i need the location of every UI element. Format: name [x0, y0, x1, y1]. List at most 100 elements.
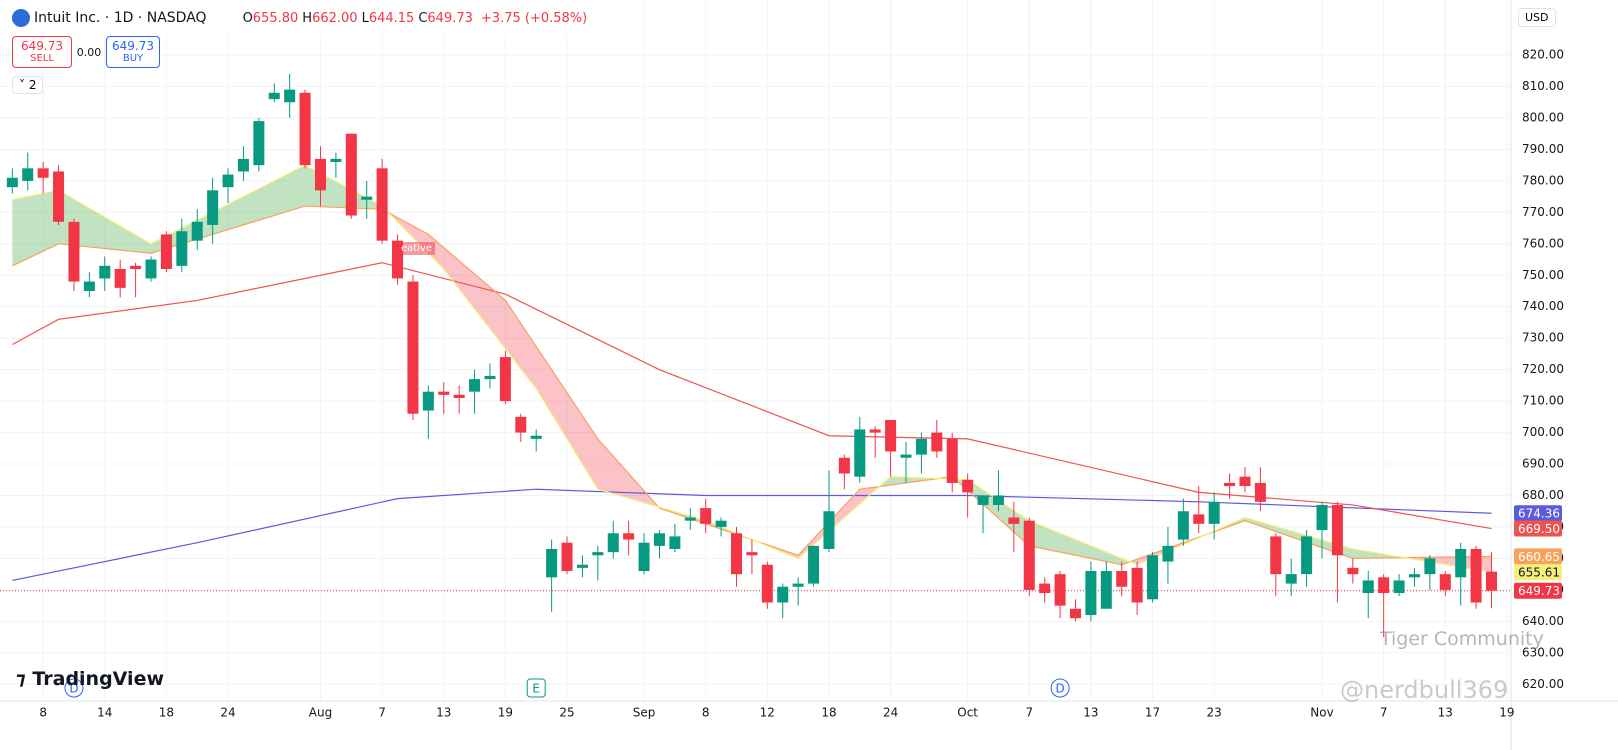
cloud [1275, 526, 1292, 537]
cloud [536, 346, 552, 414]
candle-body [1347, 567, 1359, 575]
candle-body [869, 429, 881, 433]
x-tick-label: 13 [436, 706, 451, 720]
ohlc-key: C [418, 10, 428, 26]
candle-body [669, 536, 681, 549]
x-tick-label: Aug [309, 706, 332, 720]
ohlc-value: 649.73 [427, 10, 473, 26]
candle-body [1177, 511, 1189, 540]
candle-body [6, 177, 18, 188]
candle-body [530, 435, 542, 439]
candle-body [1393, 580, 1405, 594]
change: +3.75 (+0.58%) [480, 10, 588, 26]
ohlc-key: L [361, 10, 369, 26]
logo-text: TradingView [32, 668, 165, 690]
candle-body [1008, 517, 1020, 524]
candle-body [777, 586, 789, 603]
candle-body [37, 168, 49, 178]
x-tick-label: 24 [883, 706, 898, 720]
x-tick-label: 24 [220, 706, 235, 720]
x-tick-label: Oct [957, 706, 978, 720]
indicator-toggle[interactable]: ˅ 2 [12, 76, 44, 94]
candle-body [1455, 548, 1467, 578]
x-tick-label: Sep [633, 706, 656, 720]
candle-body [1316, 504, 1328, 531]
candle-body [1378, 577, 1390, 594]
event-marker [1050, 678, 1070, 698]
candle-body [376, 168, 388, 241]
x-tick-label: 25 [559, 706, 574, 720]
x-tick-label: 7 [378, 706, 386, 720]
candle-body [746, 552, 758, 556]
y-tick-label: 680.00 [1522, 488, 1564, 502]
candle-body [1470, 548, 1482, 603]
y-tick-label: 750.00 [1522, 268, 1564, 282]
candle-body [962, 479, 974, 493]
candle-body [345, 133, 357, 216]
cloud [104, 217, 121, 251]
candle-body [1193, 514, 1205, 524]
cloud [89, 208, 105, 249]
cloud [613, 456, 629, 499]
candle-body [1439, 574, 1451, 590]
candle-body [931, 432, 943, 452]
candle-body [1054, 574, 1066, 606]
y-tick-label: 630.00 [1522, 645, 1564, 659]
cloud [628, 473, 645, 503]
candle-body [253, 121, 265, 166]
price-tag [1514, 520, 1562, 537]
cloud [135, 234, 151, 254]
cloud [1368, 551, 1384, 559]
candle-body [191, 221, 203, 241]
moving-average [12, 205, 1492, 566]
y-tick-label: 740.00 [1522, 299, 1564, 313]
currency-button[interactable]: USD [1518, 8, 1556, 27]
header: Intuit Inc. · 1D · NASDAQ O655.80 H662.00… [0, 0, 588, 36]
symbol[interactable]: Intuit Inc. · 1D · NASDAQ [34, 10, 207, 26]
y-tick-label: 760.00 [1522, 236, 1564, 250]
x-tick-label: Nov [1310, 706, 1333, 720]
candle-body [1331, 504, 1343, 556]
price-tag [1514, 582, 1562, 599]
y-tick-label: 730.00 [1522, 331, 1564, 345]
cloud [520, 323, 537, 389]
cloud [505, 300, 521, 369]
candle-body [484, 375, 496, 380]
candle-body [885, 420, 897, 452]
cloud [1106, 552, 1122, 565]
price-tag [1514, 564, 1562, 581]
candle-body [83, 281, 95, 292]
candle-body [792, 583, 804, 587]
candle-body [576, 564, 588, 568]
price-tag [1514, 505, 1562, 522]
candle-body [1486, 571, 1498, 591]
candle-body [422, 391, 434, 411]
candle-body [99, 265, 111, 279]
sell-button[interactable]: 649.73 SELL [12, 36, 72, 68]
price-tag-label: 660.65 [1518, 550, 1560, 564]
symbol-icon [12, 9, 30, 27]
buy-button[interactable]: 649.73 BUY [106, 36, 160, 68]
candle-body [607, 533, 619, 553]
candle-body [1408, 574, 1420, 578]
candle-body [176, 231, 188, 266]
candle-body [1208, 501, 1220, 524]
y-tick-label: 810.00 [1522, 79, 1564, 93]
watermark: Tiger Community [1380, 628, 1544, 650]
candle-body [284, 89, 296, 103]
buy-price: 649.73 [112, 39, 154, 53]
watermark-handle: @nerdbull369 [1340, 676, 1509, 704]
candle-body [838, 457, 850, 474]
ohlc-value: 655.80 [252, 10, 299, 26]
sell-label: SELL [30, 53, 54, 64]
candle-body [915, 438, 927, 455]
event-label: E [532, 682, 540, 696]
candle-body [361, 196, 373, 200]
trade-panel: 649.73 SELL 0.00 649.73 BUY [12, 36, 160, 68]
cloud [1075, 539, 1091, 559]
event-label: D [69, 682, 78, 696]
y-tick-label: 720.00 [1522, 362, 1564, 376]
event-marker [526, 678, 546, 698]
x-tick-label: 14 [97, 706, 112, 720]
x-tick-label: 13 [1083, 706, 1098, 720]
